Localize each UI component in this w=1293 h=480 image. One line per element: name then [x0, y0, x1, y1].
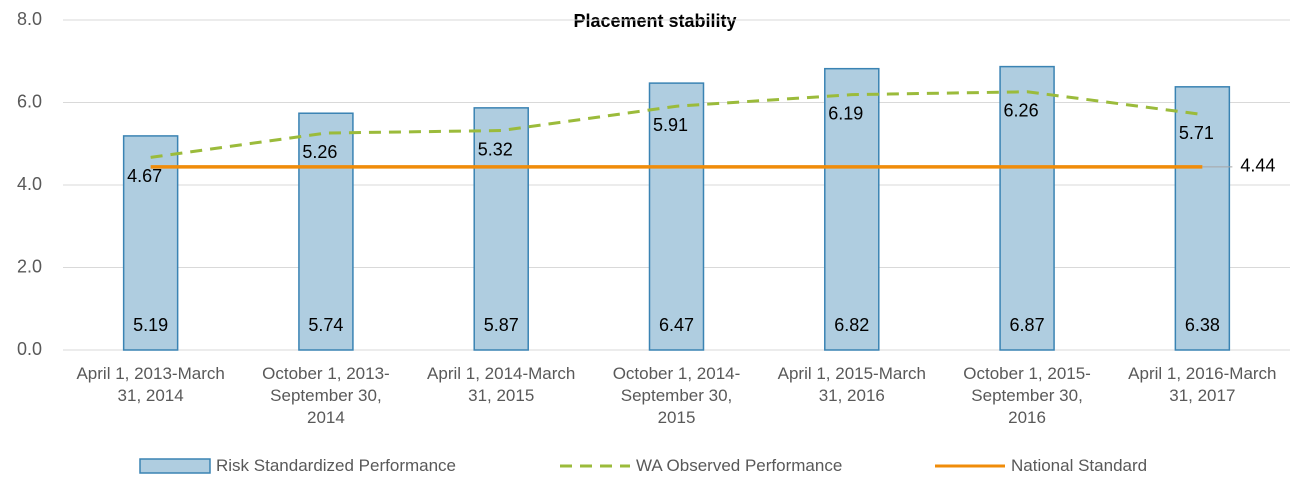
x-tick-label: April 1, 2016-March 31, 2017 [1128, 364, 1277, 405]
line-value-label: 5.32 [478, 139, 513, 159]
legend-label: WA Observed Performance [636, 456, 843, 475]
line-value-label: 4.67 [127, 166, 162, 186]
legend-swatch [139, 458, 211, 474]
legend-label: National Standard [1011, 456, 1148, 475]
chart-title: Placement stability [573, 11, 736, 31]
bar-value-label: 6.38 [1185, 315, 1220, 335]
line-value-label: 6.26 [1004, 101, 1039, 121]
y-tick-label: 2.0 [17, 256, 42, 276]
line-value-label: 5.91 [653, 115, 688, 135]
series-line [150, 90, 1203, 159]
bar [473, 107, 529, 351]
line-value-label: 6.19 [828, 103, 863, 123]
bar-value-label: 6.87 [1010, 315, 1045, 335]
bar [122, 135, 179, 351]
line-value-label: 5.26 [302, 142, 337, 162]
y-tick-label: 0.0 [17, 339, 42, 359]
x-tick-label: April 1, 2014-March 31, 2015 [427, 364, 576, 405]
bar-value-label: 6.82 [834, 315, 869, 335]
y-tick-label: 4.0 [17, 174, 42, 194]
y-tick-label: 8.0 [17, 9, 42, 29]
bar [824, 67, 880, 351]
bar-value-label: 5.74 [308, 315, 343, 335]
x-tick-label: October 1, 2014-September 30, 2015 [612, 364, 741, 427]
x-tick-label: April 1, 2013-March 31, 2014 [76, 364, 225, 405]
bar [298, 112, 354, 351]
x-tick-label: October 1, 2015-September 30, 2016 [963, 364, 1091, 427]
bar-value-label: 6.47 [659, 315, 694, 335]
y-tick-label: 6.0 [17, 91, 42, 111]
bar-value-label: 5.87 [484, 315, 519, 335]
bar-value-label: 5.19 [133, 315, 168, 335]
x-tick-label: April 1, 2015-March 31, 2016 [777, 364, 926, 405]
bar [1174, 86, 1231, 351]
bar [999, 65, 1055, 351]
line-value-label: 5.71 [1179, 123, 1214, 143]
bar [648, 82, 705, 351]
legend-label: Risk Standardized Performance [216, 456, 457, 475]
line-value-label: 4.44 [1240, 156, 1275, 176]
x-tick-label: October 1, 2013-September 30, 2014 [262, 364, 390, 427]
